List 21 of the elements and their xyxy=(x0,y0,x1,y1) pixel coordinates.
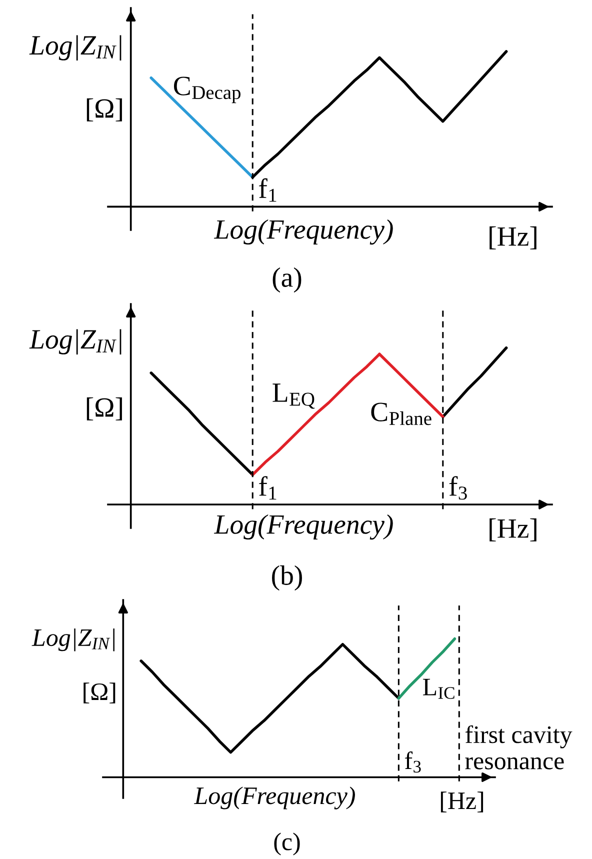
x-axis-title: Log(Frequency) xyxy=(214,219,393,245)
annotation: f$_{3}$ xyxy=(405,751,421,773)
text: Log|Z$_{IN}$| [Ω] xyxy=(29,35,122,122)
text: Log|Z$_{IN}$| [Ω] xyxy=(29,329,122,420)
series-label: C$_{Plane}$ xyxy=(371,402,432,426)
text: first cavity resonance xyxy=(465,725,572,770)
text: (c) xyxy=(274,832,300,856)
x-axis-title: Log(Frequency) xyxy=(194,786,355,810)
series-label: L$_{IC}$ xyxy=(423,678,454,699)
series-label: L$_{EQ}$ xyxy=(272,384,315,409)
text: [Hz] xyxy=(440,792,484,812)
text: (a) xyxy=(272,267,302,293)
annotation: f$_{3}$ xyxy=(449,476,467,500)
text: (b) xyxy=(272,565,302,591)
text: [Hz] xyxy=(490,518,536,542)
annotation: f$_{1}$ xyxy=(259,178,276,202)
text: Log|Z$_{IN}$| [Ω] xyxy=(32,628,116,704)
x-axis-title: Log(Frequency) xyxy=(214,514,393,540)
annotation: f$_{1}$ xyxy=(259,476,276,500)
text: [Hz] xyxy=(490,226,536,250)
series-label: C$_{Decap}$ xyxy=(174,76,240,104)
